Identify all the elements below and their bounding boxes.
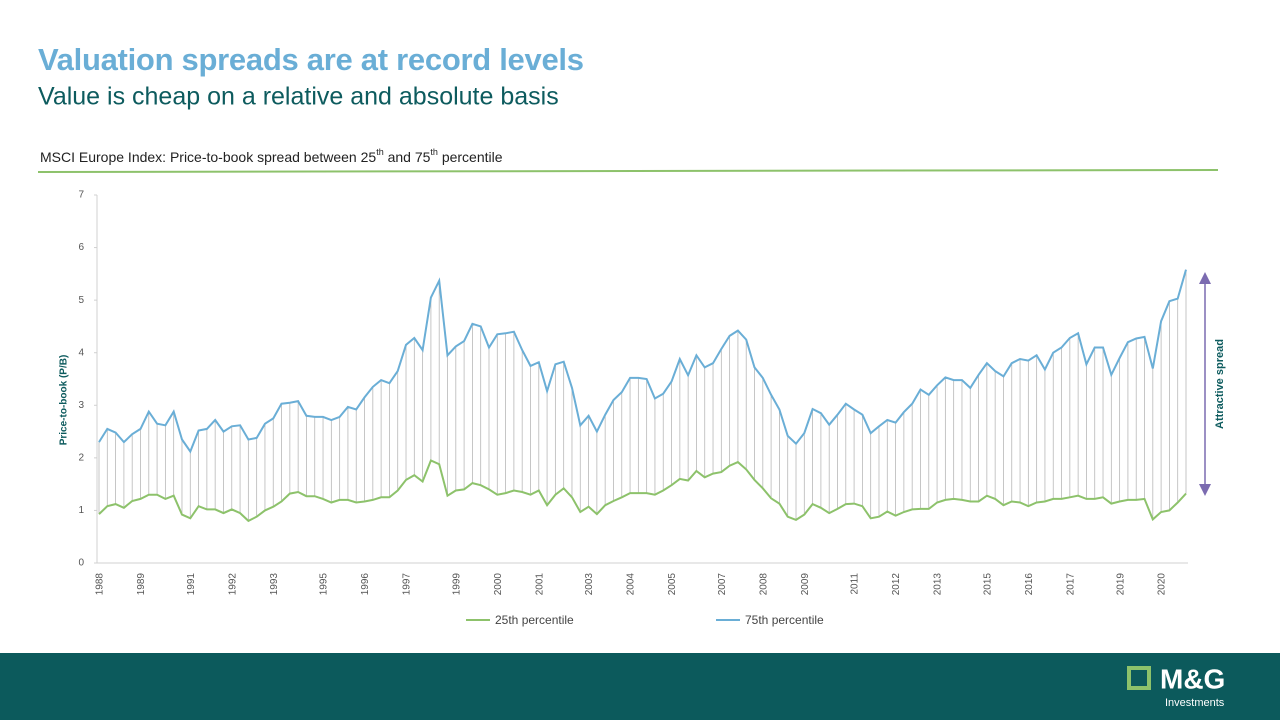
x-tick-label: 1995	[319, 573, 330, 596]
y-tick-label: 0	[78, 558, 84, 569]
x-tick-label: 1997	[402, 573, 413, 596]
x-tick-label: 2012	[891, 573, 902, 596]
caption-part: MSCI Europe Index: Price-to-book spread …	[40, 149, 376, 165]
x-tick-label: 2016	[1024, 573, 1035, 596]
logo-square	[1127, 666, 1151, 690]
y-tick-label: 4	[78, 347, 84, 358]
annotation: Attractive spread	[1214, 339, 1226, 429]
x-tick-label: 2011	[850, 573, 861, 595]
x-tick-label: 2009	[800, 573, 811, 596]
y-tick-label: 2	[78, 452, 84, 463]
x-tick-label: 1993	[269, 573, 280, 596]
rule	[37, 169, 1219, 173]
legend-label: 75th percentile	[745, 613, 824, 627]
x-tick-label: 1999	[451, 573, 462, 596]
x-tick-label: 2015	[982, 573, 993, 596]
caption-part: and 75	[384, 149, 431, 165]
series-line	[98, 269, 1187, 454]
x-tick-label: 1991	[186, 573, 197, 596]
x-tick-label: 2004	[626, 573, 637, 596]
x-tick-label: 2019	[1115, 573, 1126, 596]
series-line	[98, 459, 1187, 523]
x-tick-label: 1996	[360, 573, 371, 596]
caption-sup: th	[430, 147, 438, 157]
y-tick-label: 7	[78, 190, 84, 201]
brand: M&G	[1160, 663, 1225, 694]
caption: MSCI Europe Index: Price-to-book spread …	[40, 147, 503, 164]
x-tick-label: 2001	[534, 573, 545, 596]
y-tick-label: 5	[78, 295, 84, 306]
x-tick-label: 2013	[933, 573, 944, 596]
x-tick-label: 1989	[136, 573, 147, 596]
y-tick-label: 1	[78, 505, 84, 516]
caption-part: percentile	[438, 149, 503, 165]
x-tick-label: 2000	[493, 573, 504, 596]
y-tick-label: 6	[78, 242, 84, 253]
x-tick-label: 2007	[717, 573, 728, 596]
y-axis-label: Price-to-book (P/B)	[59, 355, 70, 446]
tagline: Investments	[1165, 697, 1225, 709]
caption-sup: th	[376, 147, 384, 157]
footer-band	[0, 653, 1280, 720]
x-tick-label: 1988	[95, 573, 106, 596]
x-tick-label: 2008	[758, 573, 769, 596]
x-tick-label: 2003	[584, 573, 595, 596]
title: Valuation spreads are at record levels	[38, 42, 584, 77]
x-tick-label: 1992	[227, 573, 238, 596]
subtitle: Value is cheap on a relative and absolut…	[38, 83, 559, 111]
x-tick-label: 2005	[667, 573, 678, 596]
legend-label: 25th percentile	[495, 613, 574, 627]
x-tick-label: 2020	[1157, 573, 1168, 596]
x-tick-label: 2017	[1065, 573, 1076, 596]
y-tick-label: 3	[78, 400, 84, 411]
